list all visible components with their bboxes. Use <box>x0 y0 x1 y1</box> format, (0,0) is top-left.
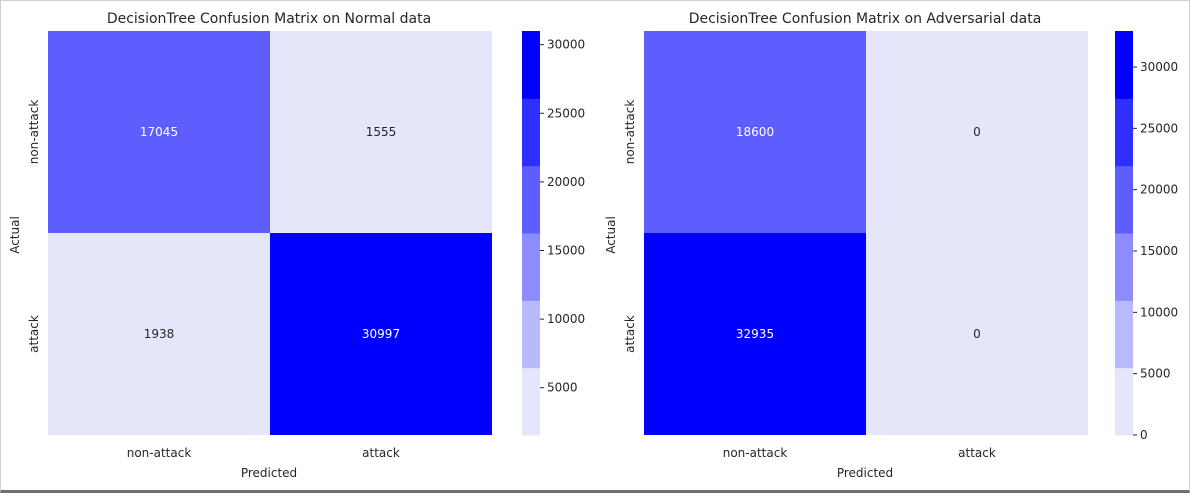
colorbar-band <box>522 233 540 301</box>
x-tick-label: non-attack <box>127 446 192 460</box>
colorbar-band <box>522 31 540 99</box>
colorbar-band <box>522 367 540 436</box>
colorbar-tick-label: 20000 <box>547 175 585 189</box>
colorbar-tick-label: 5000 <box>547 381 578 395</box>
x-axis-label: Predicted <box>837 466 893 480</box>
colorbar-band <box>522 165 540 234</box>
cell-value-label: 32935 <box>736 327 774 341</box>
cell-value-label: 0 <box>973 125 981 139</box>
colorbar-tick-label: 25000 <box>547 106 585 120</box>
colorbar-band <box>1115 233 1133 301</box>
chart-title: DecisionTree Confusion Matrix on Normal … <box>107 11 431 27</box>
heatmap-cell <box>48 233 270 435</box>
cell-value-label: 1555 <box>366 125 397 139</box>
colorbar-tick-label: 20000 <box>1140 183 1178 197</box>
colorbar-tick-label: 30000 <box>547 38 585 52</box>
colorbar-tick-label: 10000 <box>547 312 585 326</box>
x-tick-label: non-attack <box>723 446 788 460</box>
cell-value-label: 0 <box>973 327 981 341</box>
cell-value-label: 1938 <box>144 327 175 341</box>
chart-adversarial: DecisionTree Confusion Matrix on Adversa… <box>604 11 1178 480</box>
x-axis-label: Predicted <box>241 466 297 480</box>
colorbar-tick-label: 0 <box>1140 428 1148 442</box>
y-axis-label: Actual <box>8 216 22 254</box>
cell-value-label: 18600 <box>736 125 774 139</box>
heatmap-cell <box>48 31 270 233</box>
colorbar-tick-label: 25000 <box>1140 121 1178 135</box>
colorbar: 5000 10000 15000 20000 25000 30000 <box>522 31 585 436</box>
heatmap-cell <box>866 233 1088 435</box>
x-tick-label: attack <box>362 446 400 460</box>
colorbar-tick-label: 15000 <box>547 244 585 258</box>
heatmap-cell <box>644 233 866 435</box>
cell-value-label: 17045 <box>140 125 178 139</box>
colorbar-tick-label: 10000 <box>1140 305 1178 319</box>
y-tick-label: attack <box>27 315 41 353</box>
colorbar-band <box>1115 31 1133 99</box>
y-tick-label: non-attack <box>27 100 41 165</box>
chart-title: DecisionTree Confusion Matrix on Adversa… <box>689 11 1042 27</box>
x-tick-label: attack <box>958 446 996 460</box>
colorbar-tick-label: 15000 <box>1140 244 1178 258</box>
heatmap-cells: 18600 0 32935 0 non-attack attack non-attack at… <box>623 31 1088 460</box>
colorbar-band <box>1115 98 1133 167</box>
colorbar-tick-label: 30000 <box>1140 60 1178 74</box>
heatmap-cell <box>644 31 866 233</box>
y-tick-label: attack <box>623 315 637 353</box>
heatmap-cells: 17045 1555 1938 30997 non-attack attack non-at… <box>27 31 492 460</box>
heatmap-cell <box>270 233 492 435</box>
chart-normal: DecisionTree Confusion Matrix on Normal … <box>8 11 585 480</box>
colorbar-band <box>1115 165 1133 234</box>
colorbar-band <box>1115 367 1133 436</box>
cell-value-label: 30997 <box>362 327 400 341</box>
colorbar-band <box>522 98 540 167</box>
colorbar-band <box>522 300 540 369</box>
y-axis-label: Actual <box>604 216 618 254</box>
colorbar: 0 5000 10000 15000 20000 25000 30000 <box>1115 31 1178 442</box>
heatmap-cell <box>270 31 492 233</box>
y-tick-label: non-attack <box>623 100 637 165</box>
colorbar-band <box>1115 300 1133 369</box>
heatmap-cell <box>866 31 1088 233</box>
colorbar-tick-label: 5000 <box>1140 367 1171 381</box>
